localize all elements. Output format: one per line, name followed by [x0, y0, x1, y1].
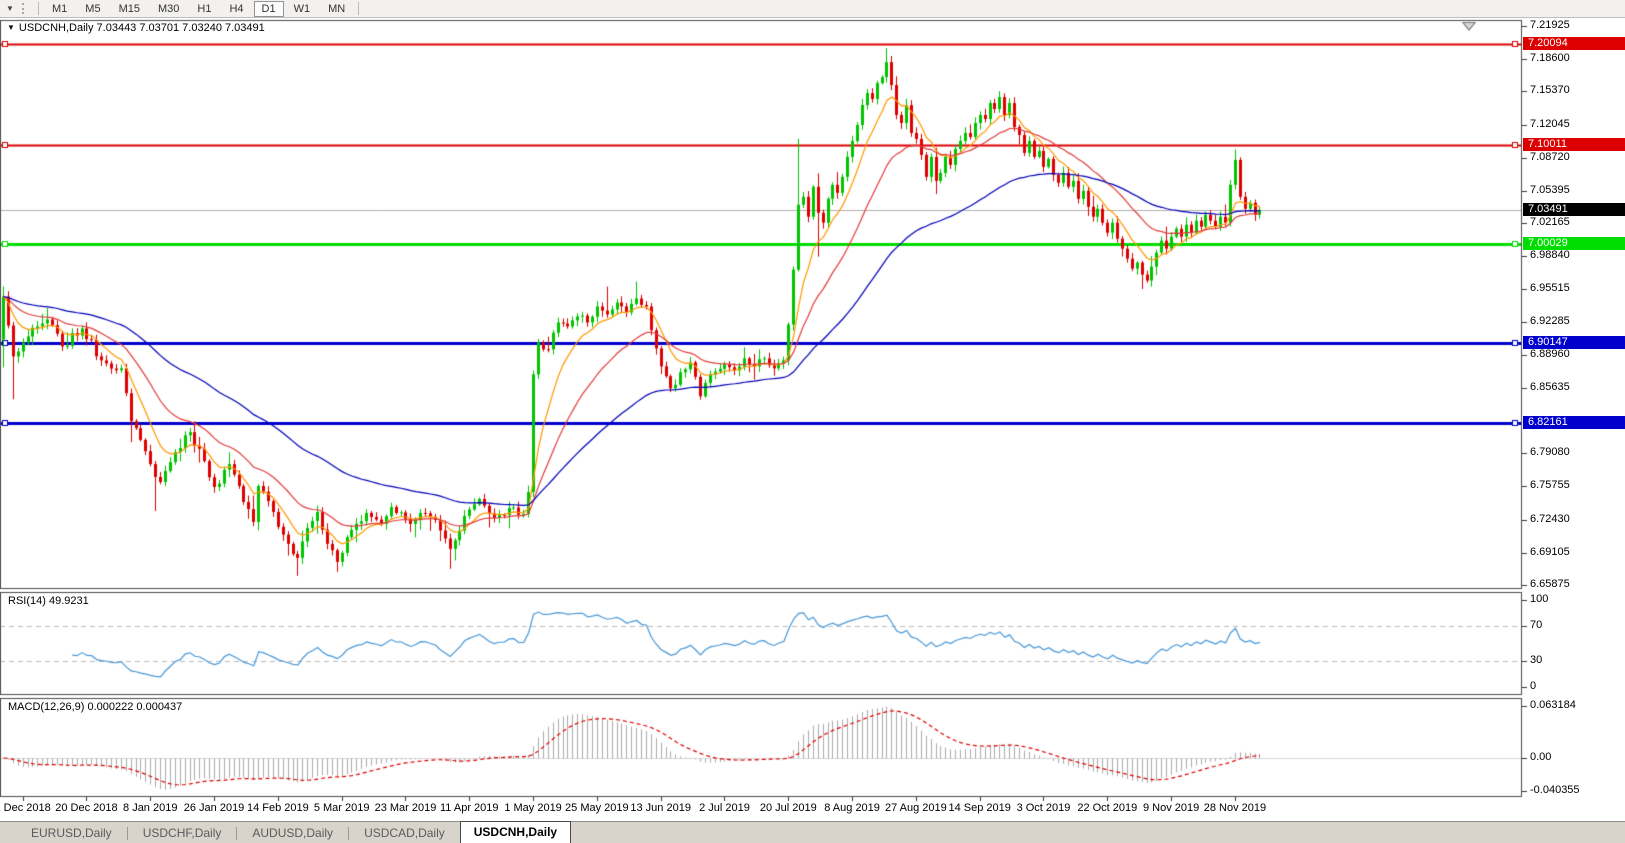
toolbar-separator: [38, 2, 39, 15]
dropdown-arrow-icon: ▼: [6, 4, 14, 13]
chart-tabs-bar: EURUSD,Daily USDCHF,Daily AUDUSD,Daily USDC…: [0, 821, 1625, 843]
toolbar: ▼ M1 M5 M15 M30 H1 H4 D1 W1 MN: [0, 0, 1625, 18]
tab-usdchf-daily[interactable]: USDCHF,Daily: [142, 826, 222, 840]
tab-separator: [126, 827, 128, 840]
timeframe-button-w1[interactable]: W1: [293, 2, 311, 15]
toolbar-grip: [22, 3, 30, 14]
timeframe-button-d1[interactable]: D1: [253, 0, 284, 17]
timeframe-button-m30[interactable]: M30: [157, 2, 180, 15]
timeframe-button-m15[interactable]: M15: [118, 2, 140, 15]
timeframe-buttons: M1 M5 M15 M30 H1 H4 D1 W1 MN: [43, 0, 354, 17]
tab-usdcad-daily[interactable]: USDCAD,Daily: [364, 826, 445, 840]
timeframe-button-h4[interactable]: H4: [229, 2, 244, 15]
tab-separator: [236, 827, 238, 840]
timeframe-button-h1[interactable]: H1: [197, 2, 212, 15]
timeframe-button-m5[interactable]: M5: [85, 2, 101, 15]
toolbar-separator: [358, 2, 360, 15]
tab-audusd-daily[interactable]: AUDUSD,Daily: [252, 826, 334, 840]
tab-usdcnh-daily[interactable]: USDCNH,Daily: [459, 821, 572, 843]
timeframe-button-mn[interactable]: MN: [328, 2, 346, 15]
tab-separator: [348, 827, 350, 840]
chart-dropdown-button[interactable]: ▼: [0, 1, 20, 16]
timeframe-button-m1[interactable]: M1: [52, 2, 68, 15]
tab-eurusd-daily[interactable]: EURUSD,Daily: [31, 826, 112, 840]
